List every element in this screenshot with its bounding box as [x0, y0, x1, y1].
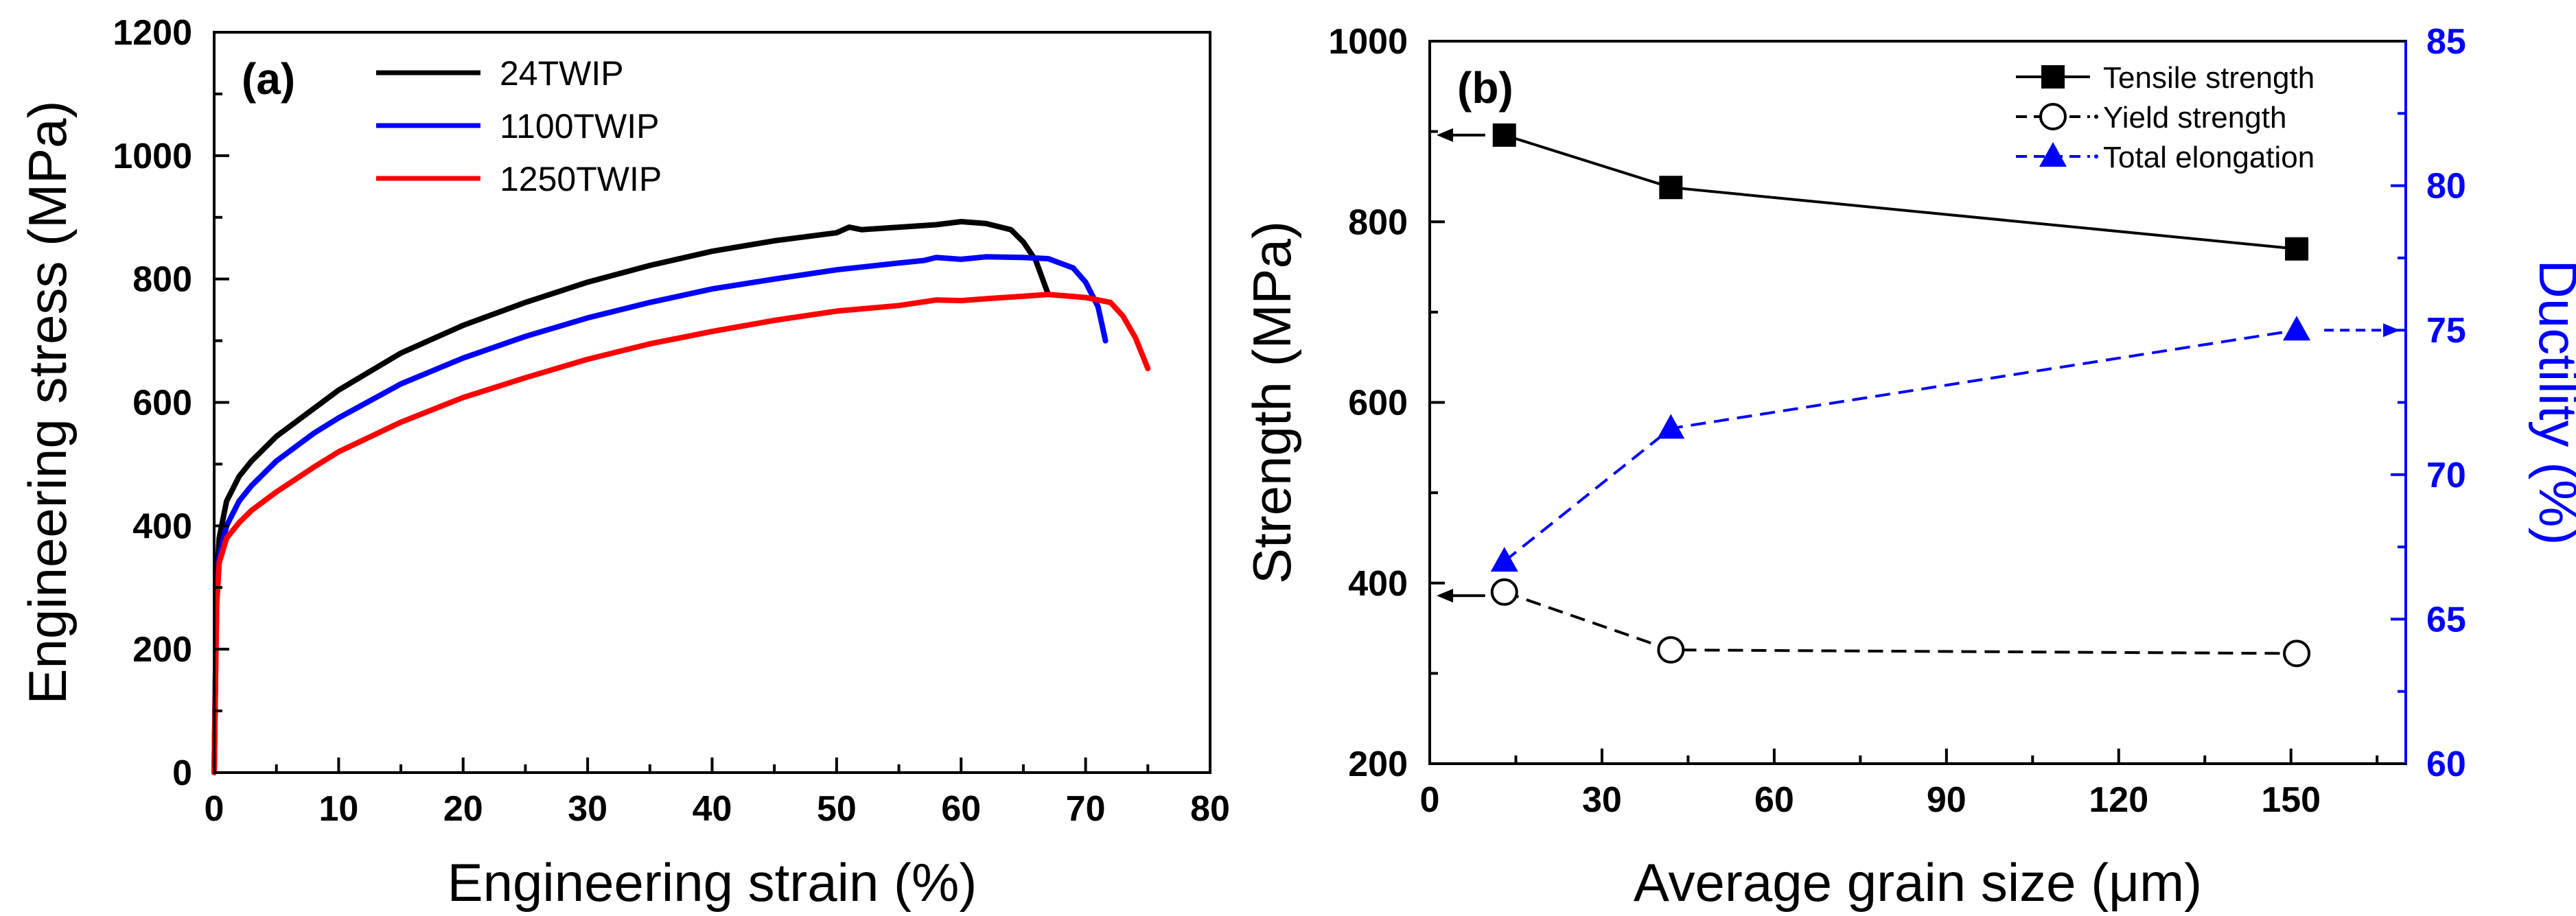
panel-a-series-group [211, 219, 1151, 775]
panel-b-left-y-tick-label: 800 [1348, 202, 1408, 242]
data-point-total-elongation [2283, 316, 2311, 341]
annotation-arrow-total-elongation [2324, 323, 2400, 338]
legend-swatch-dot-yield-strength [2094, 115, 2098, 119]
legend-swatch-dot-total-elongation [2094, 154, 2098, 158]
panel-a-x-tick-label: 80 [1190, 789, 1230, 829]
panel-a-y-tick-label: 600 [132, 384, 192, 423]
data-point-tensile-strength [2285, 237, 2309, 261]
panel-a-x-tick-label: 20 [443, 789, 483, 829]
annotation-arrow-yield-strength [1437, 589, 1485, 603]
panel-b-series-group [1437, 123, 2400, 668]
panel-b-left-y-tick-label: 200 [1348, 744, 1408, 784]
panel-a-x-tick-label: 0 [205, 789, 224, 829]
panel-a-y-tick-label: 800 [132, 260, 192, 300]
legend-label-24twip: 24TWIP [500, 54, 624, 93]
panel-b-label: (b) [1457, 63, 1513, 113]
panel-b-x-tick-label: 150 [2261, 780, 2321, 820]
panel-b-legend: Tensile strength Yield strength Total el… [2016, 61, 2314, 174]
legend-label-1250twip: 1250TWIP [500, 160, 662, 198]
data-point-yield-strength [1490, 578, 1518, 606]
panel-b-left-y-tick-label: 1000 [1328, 22, 1408, 62]
legend-swatch-marker-total-elongation [2039, 142, 2067, 167]
panel-a-y-tick-label: 0 [172, 753, 192, 793]
panel-b-x-axis-title: Average grain size (μm) [1634, 852, 2202, 913]
panel-a-x-tick-label: 30 [568, 789, 607, 829]
series-line-yield-strength [1504, 591, 2297, 655]
legend-swatch-marker-tensile-strength [2041, 65, 2065, 89]
panel-a-x-tick-label: 50 [817, 789, 857, 829]
panel-b-right-y-tick-label: 80 [2426, 167, 2466, 207]
panel-b-right-y-tick-label: 70 [2426, 456, 2466, 495]
panel-a-plot-frame [213, 31, 1211, 774]
panel-b-right-y-tick-label: 60 [2426, 744, 2466, 784]
panel-a-label: (a) [242, 54, 295, 104]
panel-b-x-tick-label: 90 [1927, 780, 1966, 820]
panel-a-y-axis-title: Engineering stress (MPa) [17, 100, 78, 704]
legend-label-tensile-strength: Tensile strength [2103, 61, 2314, 95]
panel-b-x-tick-label: 0 [1420, 780, 1440, 820]
panel-a-x-tick-label: 70 [1066, 789, 1106, 829]
panel-a-y-tick-label: 400 [132, 506, 192, 546]
annotation-arrow-tensile-strength [1437, 128, 1485, 142]
panel-b-x-tick-label: 120 [2089, 780, 2148, 820]
panel-a-x-tick-label: 40 [693, 789, 732, 829]
series-line-24twip [211, 219, 1052, 775]
panel-b-left-y-axis-title: Strength (MPa) [1242, 221, 1302, 584]
series-line-total-elongation [1503, 329, 2297, 563]
legend-label-total-elongation: Total elongation [2103, 141, 2314, 174]
panel-a-x-axis-title: Engineering strain (%) [448, 852, 977, 913]
annotation-arrow-tensile-strength-head [1437, 128, 1453, 142]
panel-b-right-y-tick-label: 85 [2426, 22, 2466, 62]
panel-b-ticks-group: 0 30 60 90 120 150 200 400 600 800 1000 60 65 70 75 80 8… [1328, 22, 2466, 820]
panel-a-legend: 24TWIP 1100TWIP 1250TWIP [376, 54, 662, 198]
panel-b-right-y-tick-label: 65 [2426, 600, 2466, 639]
panel-a-y-tick-label: 1000 [113, 137, 192, 176]
panel-b-right-y-tick-label: 75 [2426, 311, 2466, 351]
series-line-1100twip [211, 254, 1109, 775]
legend-label-yield-strength: Yield strength [2103, 101, 2286, 134]
data-point-total-elongation [1657, 414, 1685, 439]
data-point-yield-strength [1657, 636, 1685, 664]
data-point-tensile-strength [1492, 123, 1516, 147]
panel-b-left-y-tick-label: 400 [1348, 564, 1408, 604]
annotation-arrow-yield-strength-head [1437, 589, 1453, 603]
legend-swatch-marker-yield-strength [2039, 103, 2067, 130]
series-line-1250twip [211, 292, 1151, 775]
panel-a-y-tick-label: 1200 [113, 13, 192, 53]
panel-b-left-y-tick-label: 600 [1348, 384, 1408, 423]
panel-a-y-tick-label: 200 [132, 630, 192, 670]
panel-a-x-tick-label: 60 [941, 789, 981, 829]
panel-b-right-y-axis-title: Ductility (%) [2528, 259, 2576, 545]
data-point-tensile-strength [1659, 176, 1683, 200]
panel-b-x-tick-label: 30 [1582, 780, 1622, 820]
panel-b-grain-size-chart: 0 30 60 90 120 150 200 400 600 800 1000 60 65 70 75 80 8… [1242, 22, 2576, 913]
data-point-total-elongation [1490, 547, 1518, 572]
data-point-yield-strength [2283, 639, 2311, 668]
legend-label-1100twip: 1100TWIP [500, 107, 660, 145]
panel-b-x-tick-label: 60 [1754, 780, 1794, 820]
panel-a-x-tick-label: 10 [318, 789, 358, 829]
